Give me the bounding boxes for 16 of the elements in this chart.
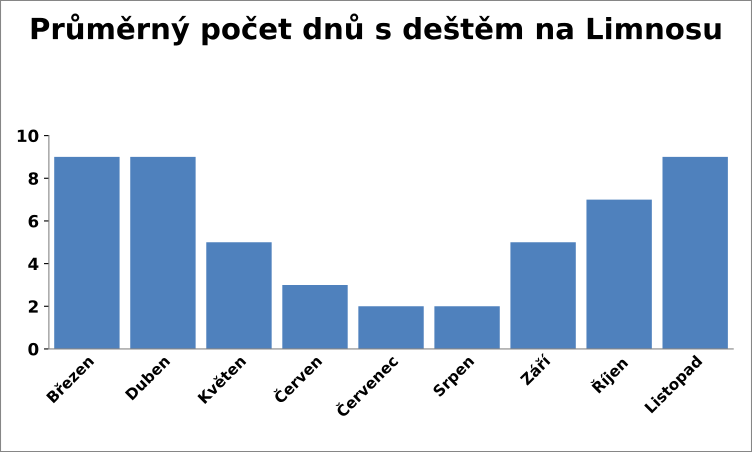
y-tick-label: 8: [28, 172, 38, 185]
bar: [586, 200, 652, 349]
bar: [434, 306, 500, 349]
y-tick-label: 2: [28, 300, 38, 313]
bar: [54, 156, 120, 349]
bar: [510, 242, 576, 349]
y-tick-label: 4: [28, 258, 38, 270]
y-tick-label: 0: [28, 342, 38, 356]
bar: [206, 242, 272, 349]
chart-title: Průměrný počet dnů s deštěm na Limnosu: [32, 14, 721, 46]
y-tick-label: 10: [18, 130, 38, 142]
bar: [662, 156, 728, 349]
bar: [130, 156, 196, 349]
bar: [282, 284, 348, 349]
y-tick-label: 6: [28, 214, 38, 228]
bar: [358, 306, 424, 349]
